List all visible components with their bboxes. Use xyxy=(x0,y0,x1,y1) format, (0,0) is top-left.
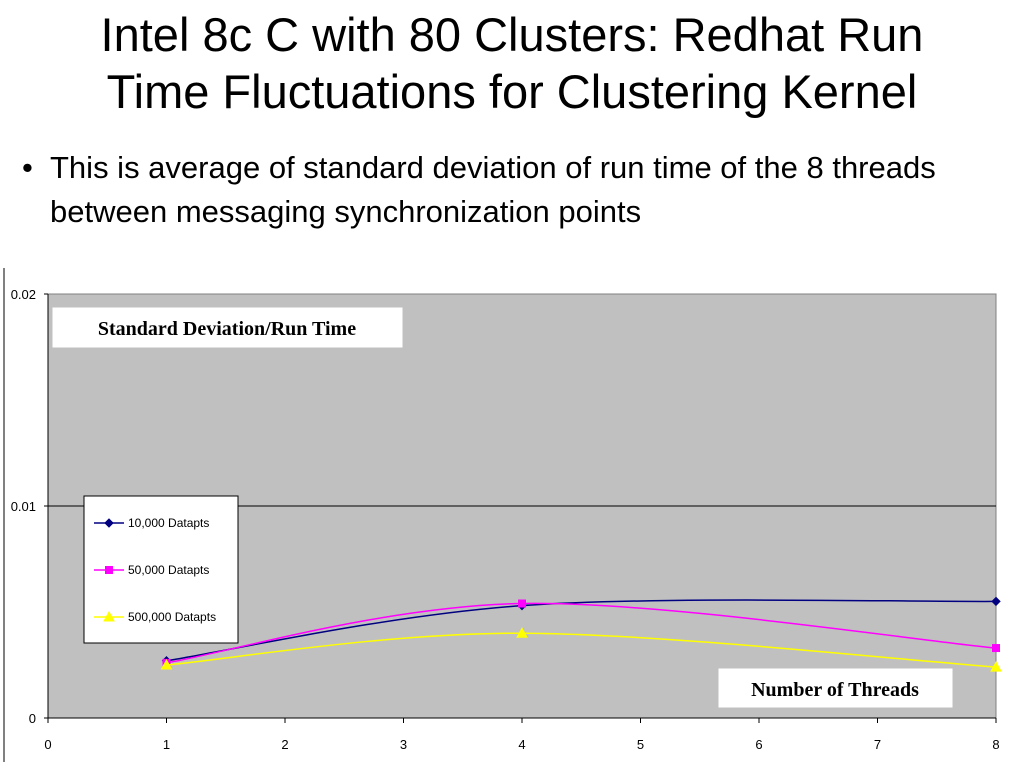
bullet-list: This is average of standard deviation of… xyxy=(22,146,1022,234)
legend-marker xyxy=(104,518,114,528)
legend-label: 10,000 Datapts xyxy=(128,516,209,530)
x-tick-label: 4 xyxy=(518,737,525,752)
data-point xyxy=(516,627,528,638)
data-point xyxy=(160,658,173,670)
x-axis-label: Number of Threads xyxy=(751,679,919,701)
chart-title-box xyxy=(51,306,404,349)
y-tick-label: 0.02 xyxy=(11,287,36,302)
x-tick-label: 7 xyxy=(874,737,881,752)
series-line-1 xyxy=(166,599,997,662)
slide-title-line-1: Intel 8c C with 80 Clusters: Redhat Run xyxy=(100,8,924,61)
slide-title-line-2: Time Fluctuations for Clustering Kernel xyxy=(106,65,918,118)
data-point xyxy=(991,596,1001,607)
bullet-item: This is average of standard deviation of… xyxy=(22,146,1022,234)
legend-label: 500,000 Datapts xyxy=(128,610,216,624)
data-point xyxy=(518,599,526,608)
y-tick-label: 0 xyxy=(29,711,36,726)
x-tick-label: 3 xyxy=(400,737,407,752)
legend-marker xyxy=(105,566,113,574)
y-tick-label: 0.01 xyxy=(11,499,36,514)
x-tick-label: 6 xyxy=(755,737,762,752)
x-axis-label-box xyxy=(717,667,954,709)
line-chart: 0 0.01 0.02 0 1 2 3 4 5 6 7 8 Standard Deviation/Run… xyxy=(3,268,1002,762)
series-line-3 xyxy=(166,632,997,668)
data-point xyxy=(992,644,1000,653)
chart-title: Standard Deviation/Run Time xyxy=(98,318,356,340)
legend-marker xyxy=(103,610,115,622)
x-tick-label: 8 xyxy=(992,737,999,752)
data-point xyxy=(990,661,1002,672)
x-tick-label: 1 xyxy=(163,737,170,752)
slide-title: Intel 8c C with 80 Clusters: Redhat Run … xyxy=(0,6,1024,120)
x-tick-label: 2 xyxy=(281,737,288,752)
x-tick-label: 0 xyxy=(44,737,51,752)
x-tick-label: 5 xyxy=(637,737,644,752)
legend-label: 50,000 Datapts xyxy=(128,563,209,577)
